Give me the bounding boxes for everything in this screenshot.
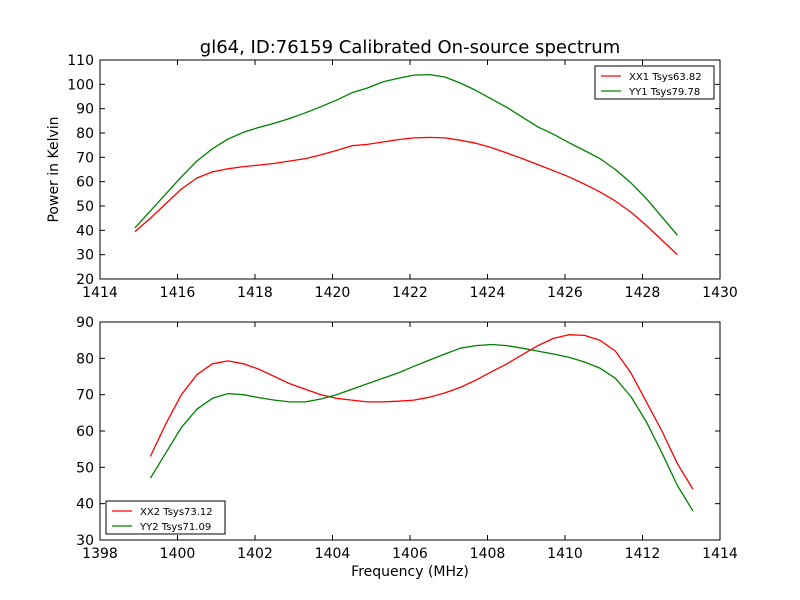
bottom-x-tick-label: 1404 xyxy=(315,546,351,562)
bottom-y-tick-label: 50 xyxy=(76,460,94,476)
top-legend xyxy=(594,65,715,100)
top-y-axis-label: Power in Kelvin xyxy=(46,116,62,222)
bottom-series-line-1 xyxy=(149,334,694,490)
bottom-legend xyxy=(105,500,226,535)
bottom-y-tick-label: 40 xyxy=(76,497,94,513)
top-x-tick-label: 1418 xyxy=(237,285,273,301)
top-x-tick-label: 1416 xyxy=(160,285,196,301)
top-y-tick-label: 50 xyxy=(76,199,94,215)
top-y-tick-label: 30 xyxy=(76,248,94,264)
bottom-y-tick-label: 30 xyxy=(76,533,94,549)
bottom-y-tick-label: 60 xyxy=(76,424,94,440)
top-y-tick-label: 110 xyxy=(67,53,94,69)
top-y-tick-label: 40 xyxy=(76,223,94,239)
bottom-x-tick-label: 1410 xyxy=(547,546,583,562)
bottom-x-tick-label: 1408 xyxy=(470,546,506,562)
bottom-y-tick-label: 90 xyxy=(76,315,94,331)
bottom-x-tick-label: 1406 xyxy=(392,546,428,562)
top-x-tick-label: 1420 xyxy=(315,285,351,301)
bottom-x-tick-label: 1414 xyxy=(702,546,738,562)
bottom-y-tick-label: 70 xyxy=(76,388,94,404)
bottom-legend-label-2: YY2 Tsys71.09 xyxy=(139,522,211,533)
top-y-tick-label: 80 xyxy=(76,126,94,142)
bottom-y-tick-label: 80 xyxy=(76,351,94,367)
bottom-series-line-2 xyxy=(149,343,694,512)
bottom-x-tick-label: 1398 xyxy=(82,546,118,562)
top-panel: 1414 1416 1418 1420 1422 1424 1426 1428 1430 20 30… xyxy=(46,37,738,301)
top-x-tick-label: 1414 xyxy=(82,285,118,301)
bottom-x-tick-label: 1412 xyxy=(625,546,661,562)
bottom-x-tick-label: 1400 xyxy=(160,546,196,562)
top-x-tick-label: 1426 xyxy=(547,285,583,301)
top-x-tick-label: 1428 xyxy=(625,285,661,301)
bottom-legend-label-1: XX2 Tsys73.12 xyxy=(140,507,213,518)
bottom-x-axis-label: Frequency (MHz) xyxy=(351,564,469,580)
top-series-line-1 xyxy=(134,136,678,256)
bottom-panel: 1398 1400 1402 1404 1406 1408 1410 1412 1414 30 40… xyxy=(76,315,738,580)
top-y-tick-label: 60 xyxy=(76,175,94,191)
top-legend-label-1: XX1 Tsys63.82 xyxy=(629,72,702,83)
top-x-tick-label: 1422 xyxy=(392,285,428,301)
top-series-line-2 xyxy=(134,73,678,236)
top-chart-title: gl64, ID:76159 Calibrated On-source spec… xyxy=(200,37,620,58)
top-legend-label-2: YY1 Tsys79.78 xyxy=(628,87,700,98)
top-y-tick-label: 20 xyxy=(76,272,94,288)
top-x-tick-label: 1430 xyxy=(702,285,738,301)
top-y-tick-label: 100 xyxy=(67,77,94,93)
top-y-tick-label: 90 xyxy=(76,102,94,118)
bottom-x-tick-label: 1402 xyxy=(237,546,273,562)
top-x-tick-label: 1424 xyxy=(470,285,506,301)
top-y-tick-label: 70 xyxy=(76,150,94,166)
